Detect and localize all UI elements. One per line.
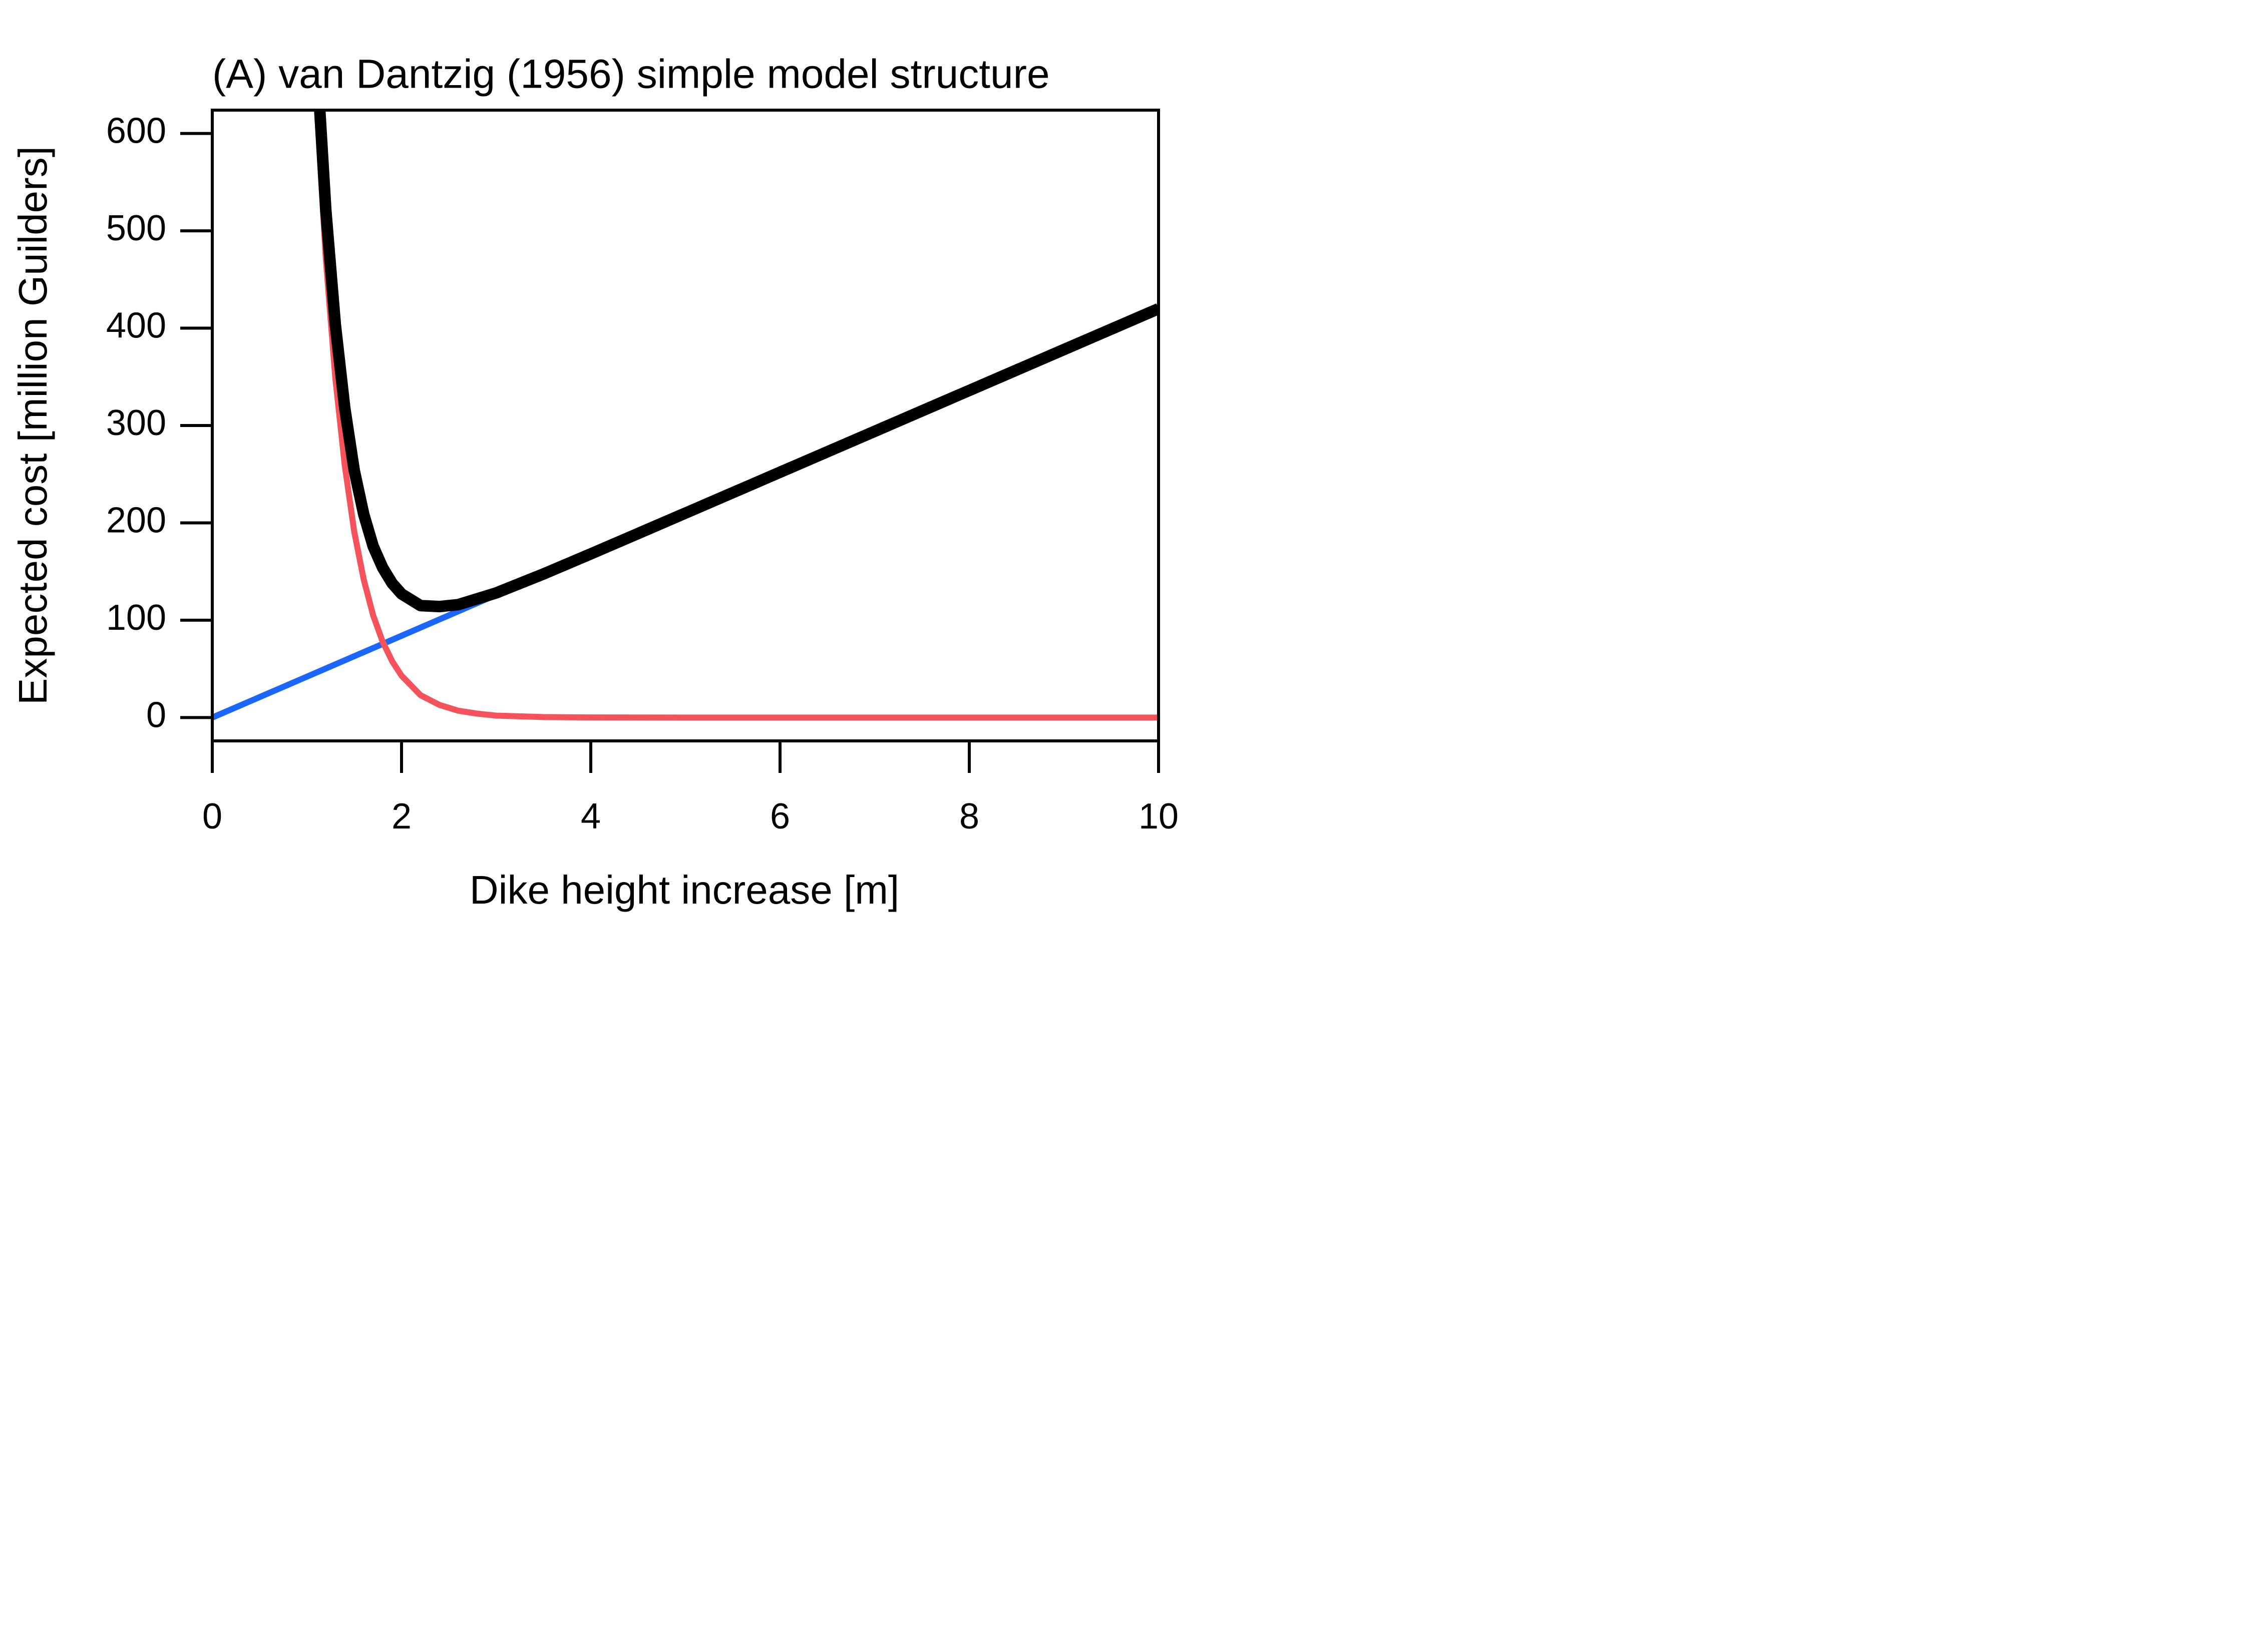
- y-tick-label: 0: [146, 695, 166, 735]
- y-axis-label: Expected cost [million Guilders]: [11, 146, 55, 705]
- line: [314, 110, 1159, 721]
- y-tick-label: 400: [106, 306, 166, 346]
- y-tick-label: 100: [106, 598, 166, 638]
- plot-frame: [211, 109, 1160, 742]
- x-axis-label: Dike height increase [m]: [470, 868, 899, 912]
- x-tick-label: 10: [1139, 796, 1179, 837]
- x-tick-label: 2: [392, 796, 412, 837]
- y-tick-label: 300: [106, 403, 166, 443]
- x-tick-label: 8: [959, 796, 979, 837]
- line: [314, 110, 1159, 613]
- x-tick-label: 4: [581, 796, 601, 837]
- chart-title: (A) van Dantzig (1956) simple model stru…: [212, 52, 1050, 97]
- y-tick-label: 200: [106, 500, 166, 540]
- x-tick-label: 0: [202, 796, 222, 837]
- plot-area: [212, 110, 1159, 721]
- y-tick-label: 500: [106, 208, 166, 248]
- x-tick-label: 6: [770, 796, 790, 837]
- y-tick-label: 600: [106, 111, 166, 151]
